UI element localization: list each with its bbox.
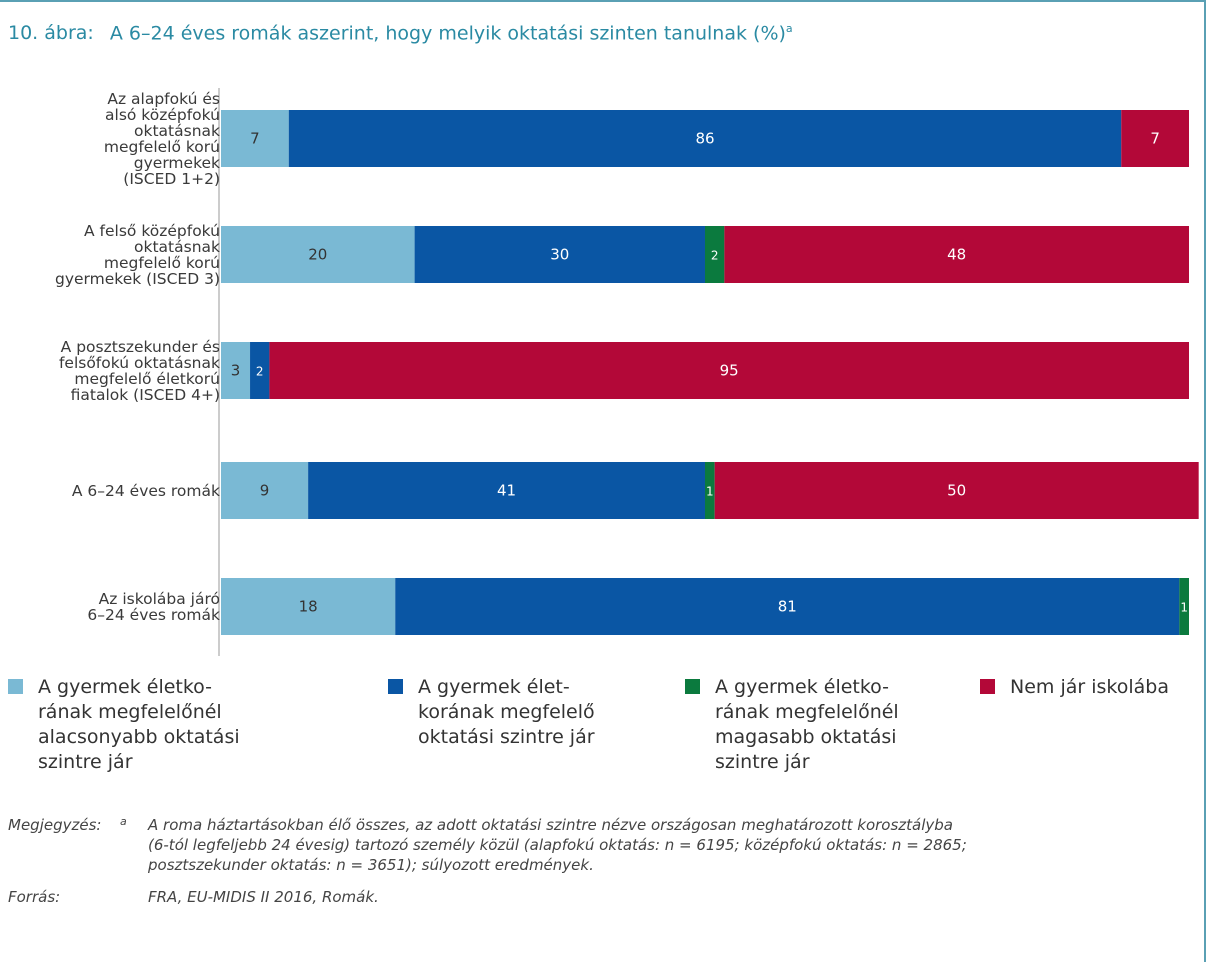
bar-value-label: 1	[706, 485, 714, 499]
bar-value-label: 2	[711, 249, 719, 263]
figure-title: 10. ábra: A 6–24 éves romák aszerint, ho…	[8, 22, 793, 44]
bar-segment	[221, 110, 289, 167]
note-line: (6-tól legfeljebb 24 évesig) tartozó sze…	[148, 836, 967, 854]
category-label-line: megfelelő korú	[103, 253, 220, 272]
bar-segment	[714, 462, 1199, 519]
bar-segment	[221, 462, 309, 519]
category-label-line: felsőfokú oktatásnak	[58, 353, 220, 372]
category-label: A 6–24 éves romák	[10, 483, 220, 499]
category-label-line: 6–24 éves romák	[87, 605, 220, 624]
figure-number: 10. ábra:	[8, 22, 94, 45]
category-label-line: megfelelő korú	[103, 137, 220, 156]
note-marker: a	[120, 815, 127, 828]
bar-segment	[288, 110, 1122, 167]
source-text: FRA, EU-MIDIS II 2016, Romák.	[148, 888, 379, 906]
note-label: Megjegyzés:	[8, 816, 102, 834]
bar-segment	[308, 462, 705, 519]
source-label: Forrás:	[8, 888, 61, 906]
note-line: posztszekunder oktatás: n = 3651); súlyo…	[148, 856, 594, 874]
category-label-line: fiatalok (ISCED 4+)	[70, 385, 220, 404]
bar-value-label: 95	[720, 362, 739, 380]
bar-value-label: 41	[497, 482, 516, 500]
title-footnote-marker: a	[785, 22, 793, 35]
bar-segment	[724, 226, 1189, 283]
bar-value-label: 7	[250, 130, 260, 148]
category-label-line: Az iskolába járó	[98, 589, 220, 608]
bar-value-label: 1	[1180, 601, 1188, 615]
bar-segment	[705, 226, 725, 283]
category-label-line: A felső középfokú	[84, 221, 220, 240]
bar-segment	[1179, 578, 1189, 635]
category-label: A felső középfokú oktatásnak megfelelő kor…	[10, 223, 220, 287]
bar-value-label: 48	[947, 246, 966, 264]
category-label-line: A 6–24 éves romák	[71, 481, 220, 500]
note-text: A roma háztartásokban élő összes, az ado…	[148, 815, 1198, 875]
category-label-line: oktatásnak	[134, 237, 220, 256]
category-label-line: alsó középfokú	[105, 105, 220, 124]
bar-segment	[269, 342, 1189, 399]
category-label-line: (ISCED 1+2)	[123, 169, 220, 188]
category-label-line: gyermekek (ISCED 3)	[55, 269, 220, 288]
bar-value-label: 3	[231, 362, 241, 380]
category-label-line: A posztszekunder és	[60, 337, 220, 356]
category-label: Az alapfokú és alsó középfokú oktatásnak me…	[10, 91, 220, 187]
bar-segment	[221, 578, 396, 635]
bar-value-label: 30	[550, 246, 569, 264]
bar-value-label: 9	[260, 482, 270, 500]
bar-segment	[221, 226, 415, 283]
bar-value-label: 81	[778, 598, 797, 616]
bar-segment	[250, 342, 270, 399]
bar-segment	[395, 578, 1180, 635]
bar-value-label: 20	[308, 246, 327, 264]
bar-value-label: 86	[695, 130, 714, 148]
bar-segment	[1121, 110, 1189, 167]
bar-value-label: 50	[947, 482, 966, 500]
bar-segment	[414, 226, 705, 283]
figure-title-text: A 6–24 éves romák aszerint, hogy melyik …	[109, 22, 786, 45]
bar-value-label: 18	[299, 598, 318, 616]
bar-segment	[221, 342, 251, 399]
category-label-line: megfelelő életkorú	[74, 369, 220, 388]
category-label: A posztszekunder és felsőfokú oktatásnak m…	[10, 339, 220, 403]
category-label-line: oktatásnak	[134, 121, 220, 140]
category-label-line: Az alapfokú és	[107, 89, 220, 108]
bar-segment	[705, 462, 715, 519]
category-label-line: gyermekek	[133, 153, 220, 172]
bar-value-label: 2	[256, 365, 264, 379]
bar-value-label: 7	[1150, 130, 1160, 148]
category-label: Az iskolába járó 6–24 éves romák	[10, 591, 220, 623]
note-line: A roma háztartásokban élő összes, az ado…	[148, 816, 953, 834]
